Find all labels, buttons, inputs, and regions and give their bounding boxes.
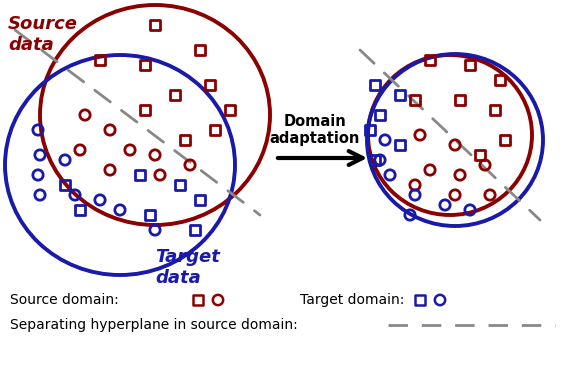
Point bbox=[375, 157, 385, 163]
Point bbox=[370, 82, 379, 88]
Point bbox=[181, 137, 190, 143]
Point bbox=[151, 22, 160, 28]
Point bbox=[186, 162, 195, 168]
Point bbox=[375, 112, 385, 118]
Point bbox=[34, 172, 43, 178]
Text: Target
data: Target data bbox=[155, 248, 220, 287]
Point bbox=[440, 202, 449, 208]
Point bbox=[425, 167, 435, 173]
Point bbox=[95, 57, 105, 63]
Point bbox=[34, 127, 43, 133]
Point bbox=[381, 137, 390, 143]
Point bbox=[195, 47, 204, 53]
Point bbox=[151, 152, 160, 158]
Point bbox=[211, 127, 220, 133]
Text: Target domain:: Target domain: bbox=[300, 293, 404, 307]
Point bbox=[406, 212, 415, 218]
Point bbox=[465, 62, 474, 68]
Point bbox=[214, 297, 223, 303]
Point bbox=[81, 112, 90, 118]
Point bbox=[456, 97, 465, 103]
Point bbox=[395, 142, 404, 148]
Point bbox=[436, 297, 445, 303]
Point bbox=[106, 127, 115, 133]
Point bbox=[425, 57, 435, 63]
Point bbox=[206, 82, 215, 88]
Point bbox=[135, 172, 144, 178]
Text: Separating hyperplane in source domain:: Separating hyperplane in source domain: bbox=[10, 318, 298, 332]
Point bbox=[481, 162, 490, 168]
Point bbox=[140, 107, 149, 113]
Point bbox=[35, 152, 44, 158]
Point bbox=[115, 207, 124, 213]
Text: Domain
adaptation: Domain adaptation bbox=[270, 114, 360, 146]
Point bbox=[140, 62, 149, 68]
Point bbox=[370, 157, 379, 163]
Point bbox=[486, 192, 495, 198]
Point bbox=[76, 147, 85, 153]
Point bbox=[190, 227, 199, 233]
Point bbox=[194, 297, 203, 303]
Point bbox=[415, 297, 424, 303]
Point bbox=[76, 207, 85, 213]
Text: Source domain:: Source domain: bbox=[10, 293, 119, 307]
Point bbox=[411, 97, 420, 103]
Point bbox=[411, 192, 420, 198]
Point bbox=[465, 207, 474, 213]
Point bbox=[35, 192, 44, 198]
Point bbox=[395, 92, 404, 98]
Point bbox=[195, 197, 204, 203]
Text: Source
data: Source data bbox=[8, 15, 78, 54]
Point bbox=[95, 197, 105, 203]
Point bbox=[365, 127, 374, 133]
Point bbox=[386, 172, 395, 178]
Point bbox=[145, 212, 154, 218]
Point bbox=[126, 147, 135, 153]
Point bbox=[70, 192, 80, 198]
Point bbox=[450, 192, 460, 198]
Point bbox=[456, 172, 465, 178]
Point bbox=[156, 172, 165, 178]
Point bbox=[495, 77, 504, 83]
Point bbox=[500, 137, 509, 143]
Point bbox=[170, 92, 179, 98]
Point bbox=[411, 182, 420, 188]
Point bbox=[225, 107, 235, 113]
Point bbox=[450, 142, 460, 148]
Point bbox=[106, 167, 115, 173]
Point bbox=[151, 227, 160, 233]
Point bbox=[60, 157, 69, 163]
Point bbox=[490, 107, 499, 113]
Point bbox=[176, 182, 185, 188]
Point bbox=[60, 182, 69, 188]
Point bbox=[475, 152, 485, 158]
Point bbox=[415, 132, 424, 138]
